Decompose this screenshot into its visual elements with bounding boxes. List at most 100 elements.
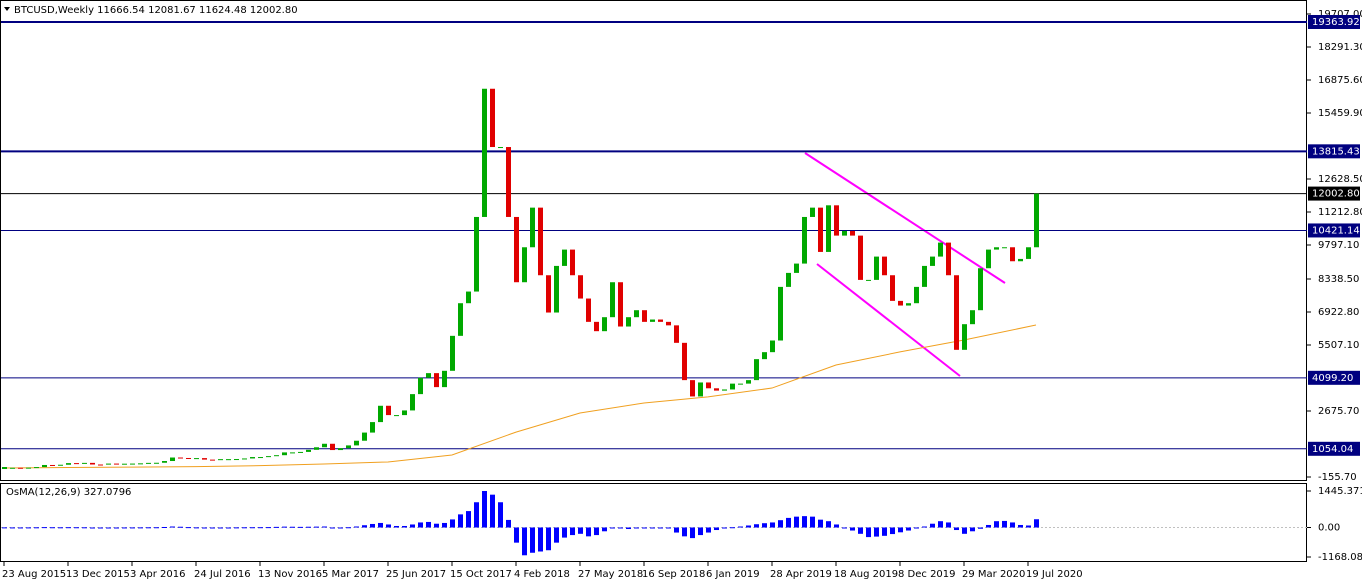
candle [290,452,295,454]
histogram-bar [818,519,823,528]
candle [250,457,255,459]
x-tick-label: 8 Dec 2019 [898,569,956,580]
y-tick-label: 18291.30 [1318,42,1362,53]
histogram-bar [514,527,519,543]
candle [738,383,743,385]
x-tick-label: 29 Mar 2020 [962,569,1025,580]
candle [714,388,719,391]
x-tick-label: 27 May 2018 [578,569,643,580]
histogram-bar [194,527,199,529]
histogram-bar [938,521,943,528]
candle [314,447,319,450]
candle [650,319,655,322]
collapse-icon [4,7,10,11]
histogram-bar [314,526,319,528]
x-tick-label: 28 Apr 2019 [770,569,832,580]
candle [826,205,831,252]
y-tick-label: -1168.0801 [1318,552,1362,563]
histogram-bar [282,526,287,528]
histogram-bar [66,527,71,529]
candle [122,463,127,465]
candle [810,207,815,217]
histogram-bar [914,527,919,529]
histogram-bar [210,527,215,529]
candle [570,249,575,276]
candle [618,282,623,327]
histogram-bar [738,526,743,528]
histogram-bar [946,522,951,528]
candle [402,410,407,416]
histogram-bar [234,527,239,529]
histogram-bar [18,527,23,529]
candle [450,335,455,371]
x-tick-label: 19 Jul 2020 [1026,569,1083,580]
candle [34,467,39,469]
histogram-bar [546,527,551,551]
histogram-bar [434,523,439,528]
y-tick-label: -155.70 [1318,472,1357,483]
channel-line [816,263,961,377]
candle [514,216,519,283]
candle [538,207,543,276]
candle [90,462,95,465]
candle [914,286,919,304]
histogram-bar [178,526,183,528]
candle [346,445,351,449]
histogram-bar [2,527,7,529]
x-tick-label: 18 Aug 2019 [834,569,898,580]
level-label: 1054.04 [1312,444,1353,455]
histogram-bar [442,522,447,528]
x-tick-label: 3 Apr 2016 [130,569,185,580]
candle [50,464,55,466]
histogram-bar [490,494,495,528]
histogram-bar [650,527,655,529]
candle [210,459,215,461]
candle [466,291,471,304]
candle [642,310,647,322]
candle [258,457,263,459]
candle [298,451,303,453]
candle [562,249,567,266]
histogram-bar [602,527,607,532]
histogram-bar [10,527,15,529]
candle [482,88,487,217]
y-tick-label: 9797.10 [1318,240,1359,251]
histogram-bar [834,524,839,528]
candle [178,457,183,459]
histogram-bar [570,527,575,536]
candle [778,286,783,341]
histogram-bar [538,527,543,552]
histogram-bar [394,525,399,528]
candle [978,268,983,311]
histogram-bar [330,527,335,529]
histogram-bar [1002,520,1007,528]
histogram-bar [82,527,87,529]
histogram-bar [498,502,503,528]
histogram-bar [42,527,47,529]
candle [418,377,423,395]
candle [42,464,47,468]
level-box [1308,441,1360,456]
histogram-bar [50,527,55,529]
histogram-bar [722,527,727,529]
level-label: 13815.43 [1312,146,1360,157]
x-tick-label: 6 Jan 2019 [706,569,760,580]
indicator-title: OsMA(12,26,9) 327.0796 [6,487,131,498]
x-tick-label: 16 Sep 2018 [642,569,705,580]
x-tick-label: 23 Aug 2015 [2,569,66,580]
histogram-bar [562,527,567,538]
histogram-bar [690,527,695,539]
candle [770,340,775,353]
candle [546,275,551,313]
histogram-bar [866,527,871,538]
histogram-bar [770,522,775,528]
candle [362,432,367,441]
candle [82,462,87,464]
histogram-bar [530,527,535,553]
candle [186,457,191,459]
candle [162,461,167,463]
candle [474,216,479,292]
candle [306,449,311,452]
